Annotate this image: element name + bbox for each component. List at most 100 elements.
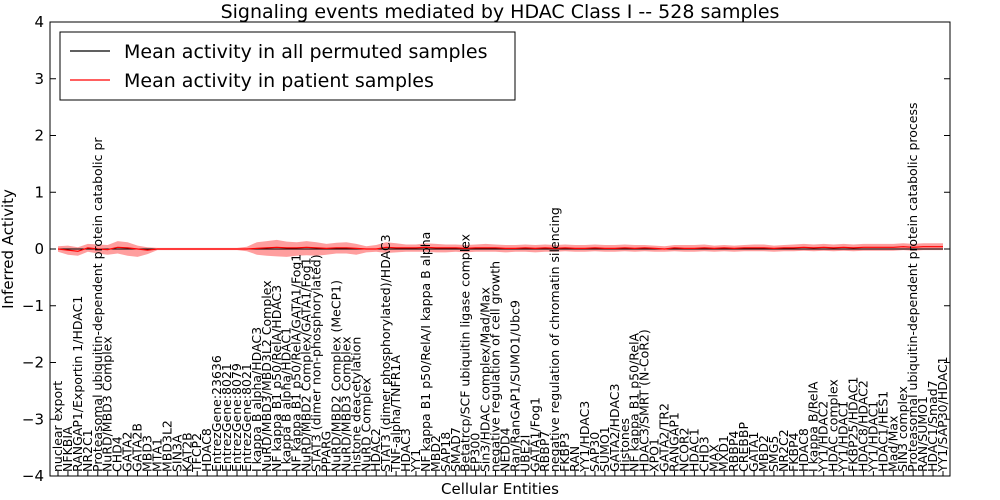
entity-label: negative regulation of cell growth — [488, 261, 503, 472]
entity-label: SUMO1 — [597, 426, 612, 472]
entity-label: YY1/HDAC2 — [816, 401, 831, 473]
entity-label: NR2C1 — [80, 429, 95, 472]
entity-label: NF kappa B1 p50/RelA/HDAC3 — [269, 285, 284, 472]
entity-label: YY1 — [408, 449, 423, 473]
entity-label: EntrezGene:8021 — [239, 363, 254, 472]
entity-label: MXD1 — [716, 435, 731, 472]
patient-mean-line — [57, 246, 943, 252]
entity-label: Histones — [617, 418, 632, 472]
entity-label: Betatrcp/SCF ubiquitin ligase complex — [458, 234, 473, 472]
entity-label: UBE2I — [517, 435, 532, 472]
entity-label: TFCP2 — [189, 433, 204, 473]
entity-label: Sin3/HDAC complex/Mad/Max — [478, 287, 493, 472]
entity-label: nuclear export — [50, 381, 65, 472]
entity-label: Proteasomal ubiquitin-dependent protein … — [90, 137, 105, 472]
legend-box — [59, 31, 516, 101]
entity-label: SIN3A — [169, 434, 184, 472]
entity-label: YY1/HDAC1 — [865, 401, 880, 473]
legend: Mean activity in all permuted samples Me… — [59, 31, 516, 101]
entity-label: EP300 — [468, 433, 483, 472]
entity-label: MBD2 — [428, 435, 443, 472]
entity-label: GATA1/Fog1 — [527, 397, 542, 472]
entity-label: XPO1 — [647, 438, 662, 472]
entity-label: Proteasomal ubiquitin-dependent protein … — [905, 103, 920, 473]
entity-label: NEDD4 — [498, 428, 513, 472]
entity-label: HDAC3/SMRT (N-CoR2) — [637, 329, 652, 472]
entity-label: TNF-alpha/TNFR1A — [388, 355, 403, 473]
entity-label: STAT3 (dimer phosphorylated)/HDAC3 — [378, 234, 393, 472]
entity-label: negative regulation of chromatin silenci… — [547, 207, 562, 472]
entity-label: NuRD/MBD3 Complex — [100, 336, 115, 472]
entity-label: GATA2/TR2 — [657, 403, 672, 472]
entity-label: PPARG — [319, 431, 334, 472]
entity-label: NuRD/MBD2 Complex/GATA1/Fog1 — [299, 257, 314, 472]
y-tick-label: −3 — [22, 410, 44, 428]
y-axis-label: Inferred Activity — [0, 189, 17, 309]
entity-label: Ran/RanGAP1/SUMO1/Ubc9 — [507, 300, 522, 472]
entity-label: HDAC3 — [398, 428, 413, 472]
chart-title: Signaling events mediated by HDAC Class … — [221, 1, 780, 23]
entity-label: MBD3 — [140, 435, 155, 472]
y-tick-label: 0 — [34, 240, 44, 258]
entity-label: histone deacetylation — [348, 337, 363, 472]
y-tick-label: −2 — [22, 354, 44, 372]
entity-label: FKBP4 — [786, 432, 801, 472]
entity-label: Mad/Max — [885, 416, 900, 472]
entity-label: I kappa B alpha/HDAC3 — [249, 327, 264, 472]
entity-label: SAP30 — [587, 432, 602, 472]
entity-label: NF kappa B1 p50/RelA/GATA1/Fog1 — [289, 254, 304, 472]
y-axis: −4 −3 −2 −1 0 1 2 3 4 — [22, 13, 950, 485]
y-tick-label: 2 — [34, 127, 44, 145]
entity-label: KAT2B — [179, 432, 194, 472]
y-tick-label: 3 — [34, 70, 44, 88]
entity-label: GATA1 — [746, 432, 761, 472]
entity-label: HDAC1 — [686, 428, 701, 472]
entity-label: MBD2 — [756, 435, 771, 472]
x-axis-ticks — [57, 471, 944, 476]
entity-label: GATA2 — [120, 432, 135, 472]
entity-label: NF kappa B1 p50/RelA/I kappa B alpha — [418, 232, 433, 472]
entity-label: CHD3 — [696, 436, 711, 472]
entity-label: STAT3 (dimer non-phosphorylated) — [309, 254, 324, 472]
entity-label: I kappa B alpha/HDAC1 — [279, 327, 294, 472]
y-tick-label: −1 — [22, 297, 44, 315]
entity-label: YY1/HDAC1 — [836, 401, 851, 473]
legend-label-permuted: Mean activity in all permuted samples — [124, 41, 487, 63]
entity-label: MAX — [706, 444, 721, 472]
entity-label: FKBP3 — [557, 433, 572, 472]
entity-label: CREBBP — [736, 422, 751, 472]
entity-label: CHD4 — [110, 436, 125, 472]
entity-label: I kappa B/RelA — [806, 381, 821, 472]
entity-label: NFKBIA — [60, 426, 75, 472]
y-tick-label: −4 — [22, 467, 44, 485]
entity-label: EntrezGene:8021 — [219, 363, 234, 472]
entity-label: RAN — [567, 446, 582, 472]
entity-label: RBBP4 — [726, 431, 741, 472]
entity-label: MTA1 — [149, 438, 164, 472]
entity-label: NF kappa B1 p50/RelA — [627, 332, 642, 472]
entity-label: RBBP7 — [537, 431, 552, 472]
entity-label: NuRD/MBD3 Complex — [338, 336, 353, 472]
entity-label: SMAD7 — [448, 427, 463, 472]
entity-label: HDAC1/HES1 — [875, 391, 890, 472]
entity-label: RANGAP1/Exportin 1/HDAC1 — [70, 296, 85, 472]
entity-label: HDAC1/Smad7 — [925, 380, 940, 472]
entity-label: HDAC8 — [796, 428, 811, 472]
y-tick-label: 1 — [34, 183, 44, 201]
entity-label: HDAC8/HDAC2 — [855, 380, 870, 472]
entity-label: HDAC2 — [368, 428, 383, 472]
entity-label: HDAC8 — [199, 428, 214, 472]
legend-label-patient: Mean activity in patient samples — [124, 70, 434, 92]
x-axis-label: Cellular Entities — [441, 480, 559, 498]
y-tick-label: 4 — [34, 13, 44, 31]
entity-label: RAN/SUMO1 — [915, 396, 930, 472]
entity-label: SMG5 — [766, 436, 781, 472]
entity-label: NuRD/MBD3/MBD3L2 Complex — [259, 280, 274, 472]
entity-label: HDAC complex — [826, 379, 841, 472]
entity-label: SIN3 complex — [895, 386, 910, 472]
entity-label: FKBP25/HDAC1 — [846, 377, 861, 472]
series-line-layer — [57, 246, 943, 252]
entity-label: YY1/HDAC3 — [577, 401, 592, 473]
